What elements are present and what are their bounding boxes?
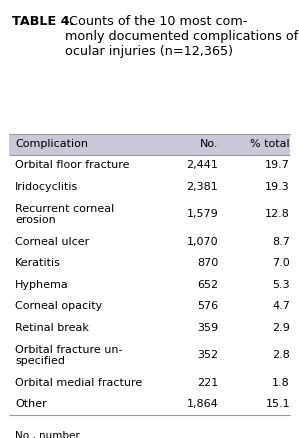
Text: Corneal ulcer: Corneal ulcer bbox=[15, 237, 89, 247]
Text: 15.1: 15.1 bbox=[266, 399, 290, 410]
Bar bbox=[9, 198, 290, 231]
Bar bbox=[9, 296, 290, 317]
Text: 2,441: 2,441 bbox=[186, 160, 218, 170]
Bar bbox=[9, 274, 290, 296]
Text: 5.3: 5.3 bbox=[272, 280, 290, 290]
Text: Retinal break: Retinal break bbox=[15, 323, 89, 333]
Bar bbox=[9, 231, 290, 253]
Bar bbox=[9, 394, 290, 415]
Bar bbox=[9, 317, 290, 339]
Text: 652: 652 bbox=[197, 280, 218, 290]
Bar bbox=[9, 253, 290, 274]
Text: Orbital medial fracture: Orbital medial fracture bbox=[15, 378, 142, 388]
Text: Complication: Complication bbox=[15, 139, 88, 149]
Text: % total: % total bbox=[250, 139, 290, 149]
Bar bbox=[9, 134, 290, 155]
Text: 2.9: 2.9 bbox=[272, 323, 290, 333]
Text: 8.7: 8.7 bbox=[272, 237, 290, 247]
Text: Other: Other bbox=[15, 399, 47, 410]
Text: 1,864: 1,864 bbox=[187, 399, 218, 410]
Text: 4.7: 4.7 bbox=[272, 301, 290, 311]
Text: 352: 352 bbox=[197, 350, 218, 360]
Text: 1,070: 1,070 bbox=[187, 237, 218, 247]
Text: Counts of the 10 most com-
monly documented complications of
ocular injuries (n=: Counts of the 10 most com- monly documen… bbox=[65, 15, 298, 58]
Text: No.: No. bbox=[200, 139, 218, 149]
Text: 2.8: 2.8 bbox=[272, 350, 290, 360]
Text: 1,579: 1,579 bbox=[187, 209, 218, 219]
Text: Recurrent corneal
erosion: Recurrent corneal erosion bbox=[15, 204, 114, 225]
Text: Orbital fracture un-
specified: Orbital fracture un- specified bbox=[15, 345, 123, 366]
Text: Orbital floor fracture: Orbital floor fracture bbox=[15, 160, 129, 170]
Text: Corneal opacity: Corneal opacity bbox=[15, 301, 102, 311]
Text: 870: 870 bbox=[197, 258, 218, 268]
Text: 576: 576 bbox=[197, 301, 218, 311]
Text: Iridocyclitis: Iridocyclitis bbox=[15, 182, 78, 192]
Text: Hyphema: Hyphema bbox=[15, 280, 69, 290]
Bar bbox=[9, 372, 290, 394]
Text: 19.7: 19.7 bbox=[265, 160, 290, 170]
Text: 221: 221 bbox=[197, 378, 218, 388]
Text: No., number.: No., number. bbox=[15, 431, 82, 438]
Text: 1.8: 1.8 bbox=[272, 378, 290, 388]
Bar bbox=[9, 176, 290, 198]
Text: 19.3: 19.3 bbox=[265, 182, 290, 192]
Bar bbox=[9, 155, 290, 176]
Text: 2,381: 2,381 bbox=[187, 182, 218, 192]
Text: 7.0: 7.0 bbox=[272, 258, 290, 268]
Text: TABLE 4.: TABLE 4. bbox=[12, 15, 74, 28]
Bar bbox=[9, 339, 290, 372]
Text: 12.8: 12.8 bbox=[265, 209, 290, 219]
Text: 359: 359 bbox=[197, 323, 218, 333]
Text: Keratitis: Keratitis bbox=[15, 258, 61, 268]
